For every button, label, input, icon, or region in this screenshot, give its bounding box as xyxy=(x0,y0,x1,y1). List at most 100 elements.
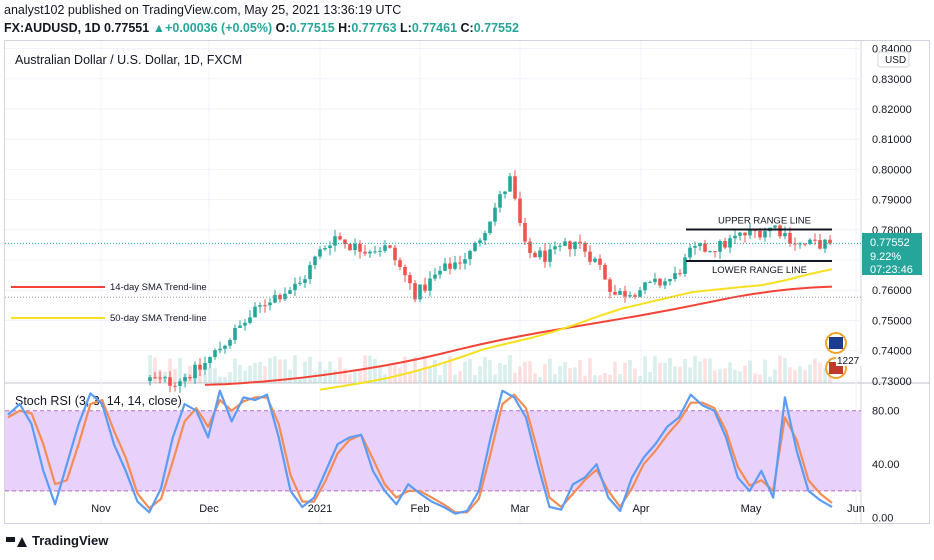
candle-body xyxy=(783,232,787,237)
volume-bar xyxy=(418,368,422,383)
price-tick-label: 0.83000 xyxy=(872,74,912,86)
last-price: 0.77551 xyxy=(104,21,150,35)
volume-bar xyxy=(298,376,302,383)
candle-body xyxy=(388,245,392,248)
volume-bar xyxy=(708,358,712,383)
volume-bar xyxy=(183,373,187,383)
candle-body xyxy=(748,229,752,236)
volume-bar xyxy=(253,362,257,383)
volume-bar xyxy=(158,369,162,383)
volume-bar xyxy=(318,361,322,383)
candle-body xyxy=(763,231,767,238)
candle-body xyxy=(313,256,317,266)
volume-bar xyxy=(713,370,717,383)
volume-bar xyxy=(428,366,432,383)
volume-bar xyxy=(658,362,662,383)
price-tick-label: 0.74000 xyxy=(872,346,912,358)
volume-bar xyxy=(303,361,307,383)
candle-body xyxy=(658,278,662,286)
price-tick-label: 0.79000 xyxy=(872,195,912,207)
volume-bar xyxy=(403,356,407,383)
candle-body xyxy=(368,251,372,254)
symbol-label[interactable]: FX:AUDUSD, 1D xyxy=(4,21,101,35)
candle-body xyxy=(328,245,332,249)
candle-body xyxy=(208,357,212,364)
candle-body xyxy=(493,207,497,222)
volume-bar xyxy=(358,370,362,383)
volume-tag-bg xyxy=(836,354,862,366)
candle-body xyxy=(278,295,282,300)
volume-bar xyxy=(743,365,747,383)
stoch-tick-label: 0.00 xyxy=(872,513,893,525)
brand-label: TradingView xyxy=(32,533,109,548)
volume-bar xyxy=(643,356,647,383)
candle-body xyxy=(288,290,292,294)
chart-title: Australian Dollar / U.S. Dollar, 1D, FXC… xyxy=(15,53,242,67)
volume-bar xyxy=(593,375,597,383)
candle-body xyxy=(483,233,487,241)
volume-bar xyxy=(628,359,632,383)
volume-bar xyxy=(698,361,702,383)
candle-body xyxy=(303,279,307,283)
volume-bar xyxy=(498,363,502,383)
candle-body xyxy=(703,243,707,252)
tradingview-brand[interactable]: TradingView xyxy=(6,533,108,548)
volume-bar xyxy=(458,371,462,383)
candle-body xyxy=(533,252,537,258)
volume-bar xyxy=(323,369,327,383)
candle-body xyxy=(808,239,812,244)
time-tick-label: 2021 xyxy=(308,503,332,515)
candle-body xyxy=(423,284,427,291)
volume-bar xyxy=(368,355,372,383)
volume-bar xyxy=(683,358,687,383)
candle-body xyxy=(803,243,807,245)
candle-body xyxy=(613,291,617,295)
candle-body xyxy=(648,281,652,283)
candle-body xyxy=(333,236,337,246)
volume-bar xyxy=(408,371,412,383)
volume-bar xyxy=(148,355,152,383)
volume-tag: 1227 xyxy=(837,356,860,367)
volume-bar xyxy=(268,358,272,383)
candle-body xyxy=(553,246,557,250)
volume-bar xyxy=(523,361,527,383)
volume-bar xyxy=(203,374,207,383)
candle-body xyxy=(373,251,377,253)
candle-body xyxy=(298,282,302,284)
candle-body xyxy=(348,244,352,251)
symbol-ohlc-bar: FX:AUDUSD, 1D 0.77551 ▲+0.00036 (+0.05%)… xyxy=(4,21,519,35)
candle-body xyxy=(643,282,647,291)
volume-bar xyxy=(783,357,787,383)
volume-bar xyxy=(208,368,212,383)
candle-body xyxy=(688,247,692,258)
candle-body xyxy=(188,377,192,379)
volume-bar xyxy=(173,368,177,383)
candle-body xyxy=(583,242,587,252)
candle-body xyxy=(273,295,277,303)
candle-body xyxy=(668,279,672,282)
lower-range-label: LOWER RANGE LINE xyxy=(712,265,807,276)
volume-bar xyxy=(793,370,797,383)
currency-badge xyxy=(877,51,910,68)
volume-bar xyxy=(768,376,772,383)
candle-body xyxy=(173,385,177,387)
volume-bar xyxy=(538,376,542,383)
candle-body xyxy=(773,225,777,228)
candle-body xyxy=(508,176,512,192)
volume-bar xyxy=(413,356,417,383)
candle-body xyxy=(148,377,152,381)
volume-bar xyxy=(623,362,627,383)
volume-bar xyxy=(693,355,697,383)
candle-body xyxy=(653,278,657,282)
price-tick-label: 0.81000 xyxy=(872,134,912,146)
volume-bar xyxy=(438,375,442,383)
volume-bar xyxy=(718,368,722,383)
volume-bar xyxy=(343,368,347,383)
candle-body xyxy=(408,275,412,284)
volume-bar xyxy=(508,355,512,383)
candle-body xyxy=(603,264,607,280)
candle-body xyxy=(818,240,822,249)
candle-body xyxy=(633,295,637,297)
candle-body xyxy=(463,259,467,264)
